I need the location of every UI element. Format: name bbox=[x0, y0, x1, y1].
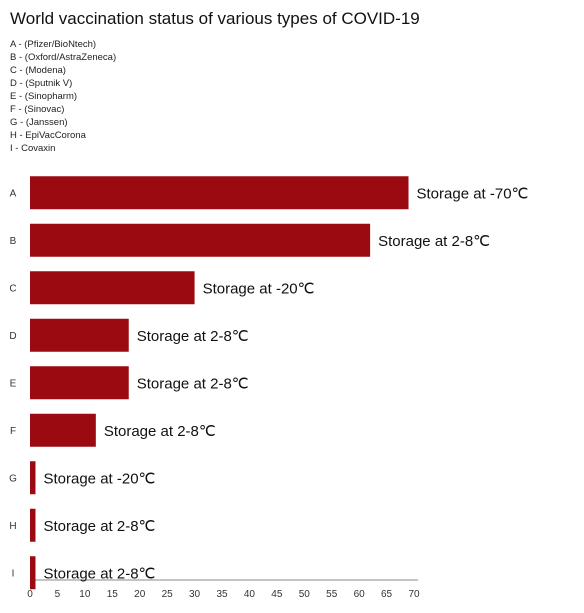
bar-annotation: Storage at 2-8℃ bbox=[43, 518, 155, 535]
legend-item: H - EpiVacCorona bbox=[10, 130, 86, 141]
x-tick-label: 5 bbox=[55, 589, 61, 600]
legend-item: G - (Janssen) bbox=[10, 117, 68, 128]
bar bbox=[30, 176, 409, 210]
legend-item: B - (Oxford/AstraZeneca) bbox=[10, 52, 117, 63]
y-tick-label: F bbox=[10, 426, 16, 437]
y-tick-label: G bbox=[9, 473, 17, 484]
x-tick-label: 20 bbox=[134, 589, 146, 600]
bar bbox=[30, 461, 36, 495]
x-tick-label: 25 bbox=[162, 589, 174, 600]
bar bbox=[30, 271, 195, 305]
x-tick-label: 65 bbox=[381, 589, 393, 600]
x-tick-label: 30 bbox=[189, 589, 201, 600]
y-tick-label: I bbox=[12, 568, 15, 579]
x-tick-label: 60 bbox=[354, 589, 366, 600]
y-tick-label: H bbox=[9, 521, 16, 532]
legend-item: D - (Sputnik V) bbox=[10, 78, 73, 89]
y-tick-label: D bbox=[9, 331, 16, 342]
x-tick-label: 40 bbox=[244, 589, 256, 600]
x-tick-label: 70 bbox=[408, 589, 420, 600]
bar bbox=[30, 556, 36, 590]
legend-item: A - (Pfizer/BioNtech) bbox=[10, 39, 97, 50]
x-tick-label: 50 bbox=[299, 589, 311, 600]
bar-annotation: Storage at 2-8℃ bbox=[137, 328, 249, 345]
bar bbox=[30, 413, 96, 447]
bar bbox=[30, 223, 371, 257]
bar-annotation: Storage at -20℃ bbox=[43, 470, 155, 487]
bar-annotation: Storage at 2-8℃ bbox=[43, 565, 155, 582]
bar bbox=[30, 366, 129, 400]
x-tick-label: 35 bbox=[216, 589, 228, 600]
y-tick-label: E bbox=[10, 378, 17, 389]
x-tick-label: 55 bbox=[326, 589, 338, 600]
bar-annotation: Storage at -20℃ bbox=[203, 280, 315, 297]
y-tick-label: B bbox=[10, 236, 17, 247]
bar-annotation: Storage at -70℃ bbox=[417, 185, 529, 202]
x-tick-label: 10 bbox=[79, 589, 91, 600]
x-tick-label: 15 bbox=[107, 589, 119, 600]
bar-annotation: Storage at 2-8℃ bbox=[378, 233, 490, 250]
legend-item: F - (Sinovac) bbox=[10, 104, 65, 115]
bar-annotation: Storage at 2-8℃ bbox=[104, 423, 216, 440]
x-tick-label: 0 bbox=[27, 589, 33, 600]
legend: A - (Pfizer/BioNtech) B - (Oxford/AstraZe… bbox=[10, 38, 116, 155]
legend-item: I - Covaxin bbox=[10, 143, 56, 154]
legend-item: C - (Modena) bbox=[10, 65, 66, 76]
bar bbox=[30, 318, 129, 352]
y-tick-label: A bbox=[10, 188, 17, 199]
bar bbox=[30, 508, 36, 542]
bar-annotation: Storage at 2-8℃ bbox=[137, 375, 249, 392]
legend-item: E - (Sinopharm) bbox=[10, 91, 78, 102]
y-tick-label: C bbox=[9, 283, 16, 294]
x-tick-label: 45 bbox=[271, 589, 283, 600]
chart-title: World vaccination status of various type… bbox=[10, 9, 420, 28]
